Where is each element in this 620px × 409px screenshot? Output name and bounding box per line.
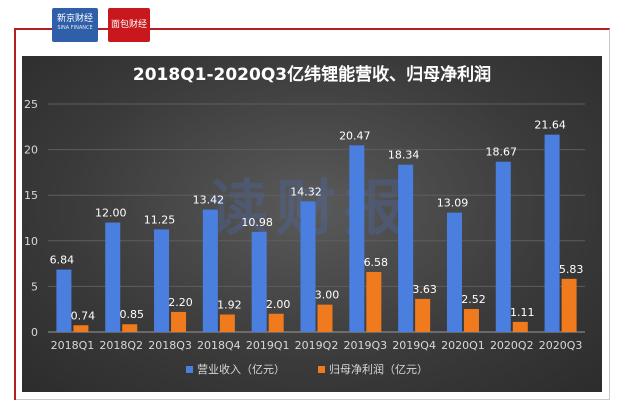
y-tick-label: 0: [31, 326, 38, 339]
net-profit-bar: [415, 298, 431, 332]
data-label: 18.67: [486, 146, 518, 159]
revenue-bar: [349, 145, 365, 332]
legend-swatch: [186, 366, 193, 373]
revenue-bar: [202, 209, 218, 332]
net-profit-bar: [122, 324, 138, 332]
data-label: 0.74: [71, 309, 96, 322]
net-profit-bar: [73, 325, 89, 332]
net-profit-bar: [561, 278, 577, 332]
data-label: 18.34: [388, 149, 420, 162]
data-label: 1.11: [510, 306, 535, 319]
x-tick-label: 2019Q4: [392, 339, 436, 352]
data-label: 13.42: [193, 194, 225, 207]
x-tick-label: 2019Q3: [343, 339, 387, 352]
net-profit-bar: [317, 304, 333, 332]
net-profit-bar: [512, 321, 528, 332]
data-label: 5.83: [559, 263, 584, 276]
data-label: 2.00: [266, 298, 291, 311]
x-tick-label: 2018Q4: [197, 339, 241, 352]
data-label: 20.47: [339, 129, 371, 142]
revenue-bar: [154, 229, 170, 332]
data-label: 11.25: [144, 213, 176, 226]
chart-title: 2018Q1-2020Q3亿纬锂能营收、归母净利润: [133, 64, 491, 85]
logo-sub-text: SINA FINANCE: [57, 25, 93, 31]
data-label: 21.64: [534, 119, 566, 132]
data-label: 6.84: [50, 254, 75, 267]
frame-accent: [14, 28, 16, 400]
data-label: 2.20: [168, 296, 193, 309]
data-label: 10.98: [241, 216, 273, 229]
y-tick-label: 25: [24, 98, 38, 111]
net-profit-bar: [366, 271, 382, 332]
x-tick-label: 2020Q3: [539, 339, 583, 352]
x-tick-label: 2018Q2: [99, 339, 143, 352]
data-label: 2.52: [461, 293, 486, 306]
y-tick-label: 5: [31, 280, 38, 293]
revenue-bar: [56, 269, 72, 332]
x-tick-label: 2020Q2: [490, 339, 534, 352]
net-profit-bar: [268, 313, 284, 332]
data-label: 3.63: [412, 283, 437, 296]
revenue-bar: [251, 231, 267, 332]
data-label: 6.58: [364, 256, 389, 269]
net-profit-bar: [171, 311, 187, 332]
data-label: 1.92: [217, 298, 242, 311]
revenue-bar: [544, 134, 560, 332]
revenue-bar: [105, 222, 121, 332]
legend-swatch: [318, 366, 325, 373]
data-label: 12.00: [95, 207, 127, 220]
legend-label: 营业收入（亿元）: [197, 362, 285, 376]
y-tick-label: 20: [24, 144, 38, 157]
data-label: 0.85: [119, 308, 144, 321]
x-tick-label: 2018Q1: [51, 339, 95, 352]
revenue-bar: [446, 212, 462, 332]
net-profit-bar: [219, 314, 235, 332]
x-tick-label: 2019Q1: [246, 339, 290, 352]
data-label: 3.00: [315, 289, 340, 302]
mianbao-finance-logo: 面包财经: [108, 8, 150, 42]
sina-finance-logo: 新京财经 SINA FINANCE: [52, 8, 98, 42]
net-profit-bar: [463, 309, 479, 332]
revenue-bar: [300, 201, 316, 332]
y-tick-label: 15: [24, 189, 38, 202]
x-tick-label: 2019Q2: [295, 339, 339, 352]
y-tick-label: 10: [24, 235, 38, 248]
x-tick-label: 2018Q3: [148, 339, 192, 352]
logo-main-text: 新京财经: [56, 14, 93, 24]
revenue-bar: [398, 164, 414, 332]
data-label: 14.32: [290, 185, 322, 198]
x-tick-label: 2020Q1: [441, 339, 485, 352]
legend-label: 归母净利润（亿元）: [329, 362, 428, 376]
revenue-bar: [495, 161, 511, 332]
data-label: 13.09: [437, 197, 469, 210]
